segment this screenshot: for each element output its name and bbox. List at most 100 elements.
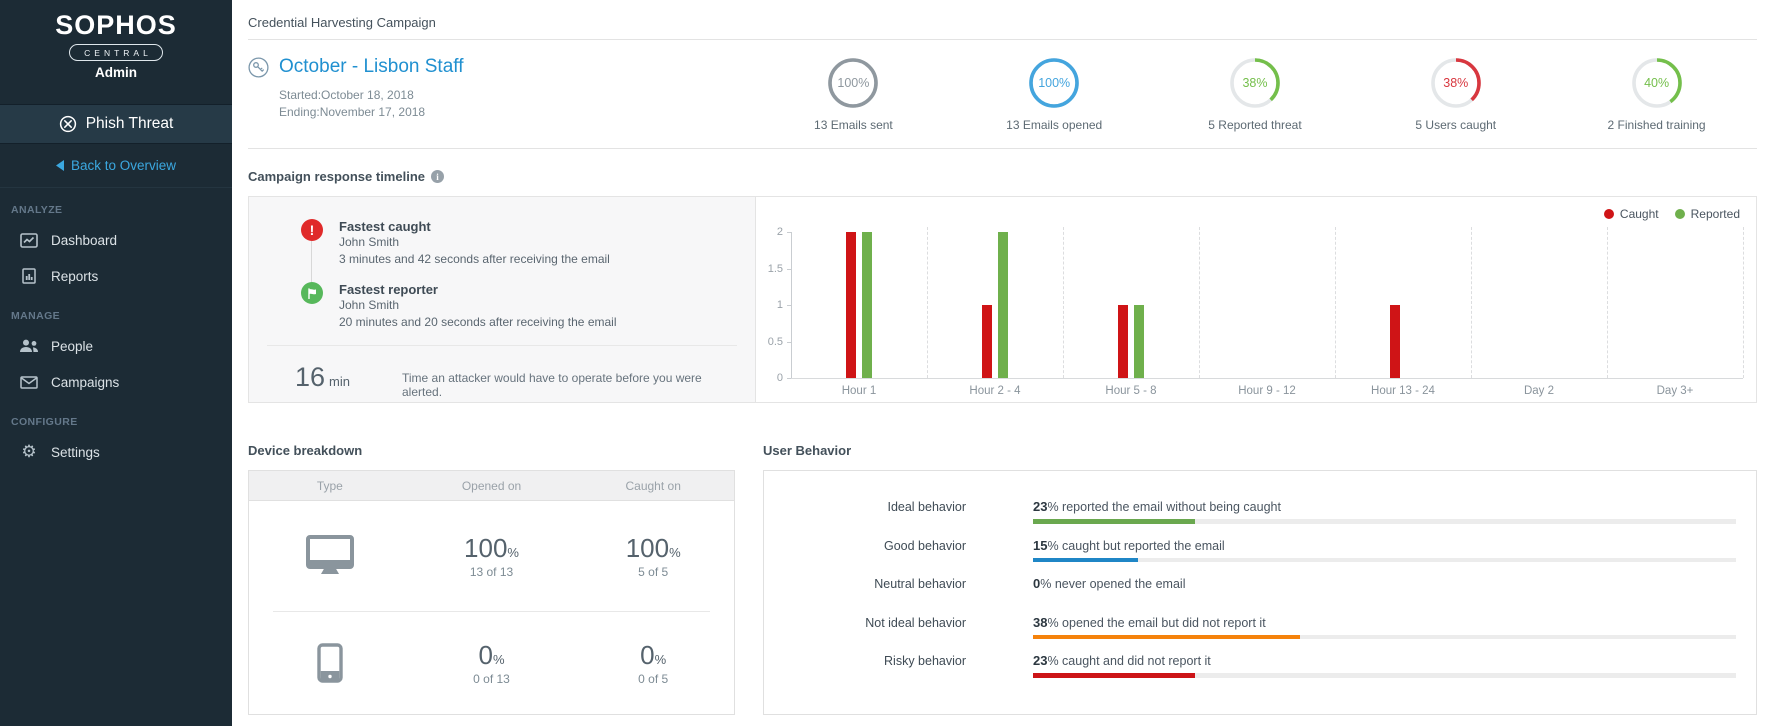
x-axis-label: Day 2 bbox=[1524, 385, 1554, 397]
timeline-event: Fastest reporterJohn Smith20 minutes and… bbox=[301, 282, 755, 331]
y-axis-line bbox=[791, 232, 792, 378]
behavior-row: Good behavior15% caught but reported the… bbox=[764, 538, 1756, 563]
app-name-label: Phish Threat bbox=[86, 115, 174, 133]
event-detail: 20 minutes and 20 seconds after receivin… bbox=[339, 314, 617, 331]
header-divider bbox=[248, 39, 1757, 40]
attacker-time-value: 16 bbox=[295, 362, 325, 392]
sophos-logo: SOPHOS CENTRAL Admin bbox=[0, 0, 232, 80]
device-breakdown-title: Device breakdown bbox=[248, 443, 735, 458]
campaign-chart: Caught Reported 00.511.52Hour 1Hour 2 - 4… bbox=[756, 197, 1756, 402]
stat-donut: 100% bbox=[826, 56, 880, 110]
behavior-bar-fill bbox=[1033, 558, 1138, 563]
stat-donut: 100% bbox=[1027, 56, 1081, 110]
gridline-vertical bbox=[927, 227, 928, 378]
timeline-events: !Fastest caughtJohn Smith3 minutes and 4… bbox=[249, 197, 755, 331]
report-icon bbox=[301, 282, 323, 304]
gridline-vertical bbox=[1607, 227, 1608, 378]
timeline-panel: !Fastest caughtJohn Smith3 minutes and 4… bbox=[249, 197, 756, 402]
y-tick-label: 2 bbox=[777, 226, 783, 238]
behavior-bar bbox=[1033, 596, 1736, 601]
device-stat-cell: 100%5 of 5 bbox=[572, 533, 734, 579]
y-tick-mark bbox=[787, 378, 791, 379]
back-label: Back to Overview bbox=[71, 158, 176, 173]
sidebar-item-reports[interactable]: Reports bbox=[0, 258, 232, 294]
behavior-row: Neutral behavior 0% never opened the emai… bbox=[764, 576, 1756, 601]
central-badge: CENTRAL bbox=[69, 44, 163, 61]
attacker-time-caption: Time an attacker would have to operate b… bbox=[402, 371, 737, 399]
sidebar-item-phish-threat[interactable]: Phish Threat bbox=[0, 104, 232, 144]
legend-label: Reported bbox=[1691, 207, 1740, 221]
legend-item-reported: Reported bbox=[1675, 207, 1740, 221]
behavior-text: 15% caught but reported the email bbox=[1033, 538, 1736, 553]
campaign-key-icon bbox=[248, 57, 269, 78]
device-table-body: 100%13 of 13100%5 of 50%0 of 130%0 of 5 bbox=[249, 501, 734, 714]
device-column-header: Opened on bbox=[411, 479, 573, 493]
behavior-row: Ideal behavior 23% reported the email wit… bbox=[764, 499, 1756, 524]
dashboard-icon bbox=[19, 233, 39, 248]
campaign-stat: 100%13 Emails sent bbox=[753, 56, 954, 132]
event-title: Fastest reporter bbox=[339, 282, 617, 297]
bar-reported bbox=[998, 232, 1008, 378]
gridline-vertical bbox=[1743, 227, 1744, 378]
campaign-stat: 100% 13 Emails opened bbox=[954, 56, 1155, 132]
x-axis-label: Hour 9 - 12 bbox=[1238, 385, 1296, 397]
device-detail: 0 of 13 bbox=[473, 672, 510, 686]
bottom-row: Device breakdown TypeOpened onCaught on … bbox=[248, 443, 1757, 715]
x-axis-label: Hour 13 - 24 bbox=[1371, 385, 1435, 397]
gridline-vertical bbox=[1471, 227, 1472, 378]
behavior-text: 23% reported the email without being cau… bbox=[1033, 499, 1736, 514]
sidebar-item-label: People bbox=[51, 339, 93, 354]
stat-label: 2 Finished training bbox=[1556, 118, 1757, 132]
x-axis-line bbox=[791, 378, 1743, 379]
x-axis-label: Hour 1 bbox=[842, 385, 877, 397]
admin-label: Admin bbox=[0, 65, 232, 80]
sidebar-item-dashboard[interactable]: Dashboard bbox=[0, 222, 232, 258]
behavior-label: Not ideal behavior bbox=[764, 615, 966, 640]
app-window: SOPHOS CENTRAL Admin Phish Threat Back t… bbox=[0, 0, 1768, 726]
sidebar-item-people[interactable]: People bbox=[0, 328, 232, 364]
device-detail: 13 of 13 bbox=[470, 565, 513, 579]
sidebar-item-label: Campaigns bbox=[51, 375, 119, 390]
campaign-end-date: Ending:November 17, 2018 bbox=[279, 104, 753, 121]
desktop-icon bbox=[249, 534, 411, 578]
behavior-bar bbox=[1033, 558, 1736, 563]
sidebar-item-label: Reports bbox=[51, 269, 98, 284]
back-to-overview-link[interactable]: Back to Overview bbox=[0, 144, 232, 188]
campaign-header: October - Lisbon Staff Started:October 1… bbox=[248, 56, 1757, 132]
bar-caught bbox=[1118, 305, 1128, 378]
behavior-text: 0% never opened the email bbox=[1033, 576, 1736, 591]
nav-section-label: CONFIGURE bbox=[0, 400, 232, 434]
legend-item-caught: Caught bbox=[1604, 207, 1659, 221]
behavior-label: Neutral behavior bbox=[764, 576, 966, 601]
page-title: Credential Harvesting Campaign bbox=[248, 0, 1757, 30]
campaign-stat: 40%2 Finished training bbox=[1556, 56, 1757, 132]
campaign-stat: 38%5 Users caught bbox=[1355, 56, 1556, 132]
device-row-desktop: 100%13 of 13 100%5 of 5 bbox=[249, 501, 734, 611]
campaigns-icon bbox=[19, 376, 39, 389]
device-percent: 100% bbox=[464, 533, 519, 564]
campaign-info: October - Lisbon Staff Started:October 1… bbox=[248, 56, 753, 132]
x-axis-label: Day 3+ bbox=[1657, 385, 1694, 397]
behavior-label: Ideal behavior bbox=[764, 499, 966, 524]
bar-reported bbox=[1134, 305, 1144, 378]
chart-plot: 00.511.52Hour 1Hour 2 - 4Hour 5 - 8Hour … bbox=[756, 197, 1756, 402]
y-tick-label: 0.5 bbox=[768, 336, 783, 348]
x-axis-label: Hour 5 - 8 bbox=[1105, 385, 1156, 397]
event-name: John Smith bbox=[339, 297, 617, 314]
sidebar-item-settings[interactable]: ⚙Settings bbox=[0, 434, 232, 470]
back-arrow-icon bbox=[56, 160, 64, 171]
phish-threat-icon bbox=[59, 115, 77, 133]
campaign-stats: 100%13 Emails sent100%13 Emails opened38… bbox=[753, 56, 1757, 132]
stat-label: 5 Reported threat bbox=[1155, 118, 1356, 132]
info-icon[interactable]: i bbox=[431, 170, 444, 183]
device-row-mobile: 0%0 of 130%0 of 5 bbox=[249, 612, 734, 714]
sidebar: SOPHOS CENTRAL Admin Phish Threat Back t… bbox=[0, 0, 232, 726]
campaign-response-timeline-title: Campaign response timeline i bbox=[248, 169, 1757, 184]
reports-icon bbox=[19, 268, 39, 284]
stat-label: 5 Users caught bbox=[1355, 118, 1556, 132]
stat-label: 13 Emails opened bbox=[954, 118, 1155, 132]
device-stat-cell: 0%0 of 5 bbox=[572, 640, 734, 686]
device-column-header: Type bbox=[249, 479, 411, 493]
bar-caught bbox=[982, 305, 992, 378]
sidebar-item-campaigns[interactable]: Campaigns bbox=[0, 364, 232, 400]
